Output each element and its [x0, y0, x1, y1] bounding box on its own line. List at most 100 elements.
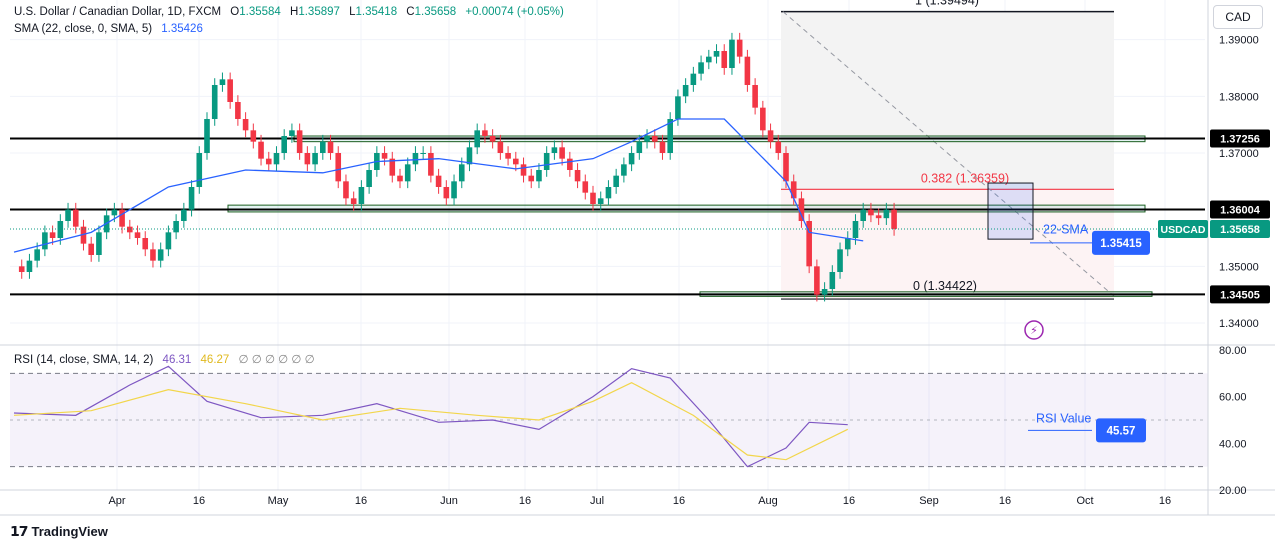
rsi-tick-label: 60.00	[1219, 392, 1247, 404]
candle-body	[111, 209, 118, 216]
candle-body	[34, 249, 40, 261]
fib-zone-lower	[781, 189, 1114, 300]
rsi-band-fill	[10, 373, 1208, 467]
candle-body	[497, 141, 504, 153]
candle-body	[736, 39, 743, 57]
candle-body	[814, 266, 820, 295]
price-tick-label: 1.39000	[1219, 35, 1259, 47]
tradingview-logo-icon: 𝟭𝟳	[10, 523, 29, 539]
candle-body	[868, 209, 874, 216]
level-tag	[1210, 129, 1270, 148]
ohlc-open: O1.35584	[230, 6, 281, 18]
candle-body	[698, 62, 704, 74]
candle-body	[721, 51, 728, 68]
candle-body	[196, 153, 203, 187]
candle-body	[675, 96, 681, 119]
candle-body	[505, 153, 511, 159]
candle-body	[273, 153, 280, 165]
candle-body	[142, 238, 149, 250]
change-value: +0.00074 (+0.05%)	[465, 6, 564, 18]
sma-legend[interactable]: SMA (22, close, 0, SMA, 5) 1.35426	[14, 23, 209, 35]
candle-body	[188, 187, 195, 210]
candle-body	[543, 153, 550, 170]
fib-level-label: 0 (1.34422)	[913, 279, 977, 293]
rsi-legend[interactable]: RSI (14, close, SMA, 14, 2) 46.31 46.27 …	[14, 352, 321, 366]
sma-legend-label: SMA (22, close, 0, SMA, 5)	[14, 23, 153, 35]
candle-body	[891, 209, 897, 229]
rsi-legend-value: 46.31	[162, 354, 192, 366]
candle-body	[651, 136, 658, 142]
candle-body	[26, 260, 33, 272]
ohlc-low: L1.35418	[349, 6, 397, 18]
candle-body	[96, 232, 102, 255]
candle-body	[474, 130, 480, 148]
candle-body	[443, 187, 450, 199]
time-tick-label: 16	[1159, 495, 1171, 507]
fib-level-label: 0.382 (1.36359)	[921, 171, 1009, 185]
open-label: O	[230, 6, 240, 18]
time-tick-label: 16	[193, 495, 205, 507]
candle-body	[690, 73, 697, 85]
candle-body	[536, 170, 542, 182]
candle-body	[706, 56, 712, 63]
candle-body	[567, 158, 573, 170]
low-value: 1.35418	[355, 6, 398, 18]
candle-body	[597, 198, 604, 204]
fib-zone-upper	[781, 11, 1114, 190]
candle-body	[482, 130, 488, 136]
candle-body	[798, 198, 805, 221]
candle-body	[235, 102, 241, 119]
candle-body	[806, 221, 812, 267]
time-tick-label: 16	[519, 495, 531, 507]
candle-body	[837, 249, 843, 272]
candle-body	[296, 130, 303, 153]
candle-body	[343, 181, 349, 199]
candle-body	[435, 175, 442, 187]
candle-body	[844, 238, 851, 250]
close-label: C	[406, 6, 415, 18]
close-value: 1.35658	[414, 6, 457, 18]
candle-body	[134, 232, 141, 238]
time-tick-label: May	[268, 495, 289, 507]
candle-body	[49, 232, 56, 238]
candle-body	[605, 187, 612, 199]
candle-body	[582, 181, 589, 193]
candle-body	[790, 181, 797, 199]
currency-button[interactable]: CAD	[1213, 5, 1263, 29]
candle-body	[127, 226, 133, 233]
rsi-annotation: RSI Value	[1036, 411, 1091, 425]
candle-body	[80, 226, 87, 244]
ohlc-high: H1.35897	[290, 6, 340, 18]
sma-price-label: 1.35415	[1100, 238, 1142, 250]
candle-body	[227, 79, 233, 102]
candle-body	[860, 209, 866, 221]
candle-body	[350, 198, 357, 204]
rsi-pane: RSI Value	[10, 365, 1208, 468]
level-tag-label: 1.34505	[1220, 289, 1260, 301]
time-tick-label: Sep	[919, 495, 939, 507]
time-tick-label: Apr	[108, 495, 125, 507]
symbol-tag	[1158, 220, 1208, 239]
candle-body	[559, 147, 565, 159]
rsi-value-bubble	[1096, 418, 1146, 443]
candle-body	[636, 141, 643, 153]
level-tag	[1210, 200, 1270, 219]
price-tags: 1.37256 1.36004 1.34505 1.35415 USDCAD 1.3565…	[10, 129, 1270, 443]
candle-body	[88, 243, 94, 255]
candle-body	[852, 221, 859, 238]
time-tick-label: Aug	[758, 495, 778, 507]
candle-body	[219, 79, 226, 85]
candle-body	[258, 141, 264, 159]
candle-body	[466, 147, 473, 165]
event-lightning-icon	[1024, 320, 1044, 340]
candle-body	[173, 221, 179, 233]
candle-body	[65, 209, 71, 221]
fib-level-label: 1 (1.39494)	[915, 0, 979, 8]
candle-body	[119, 209, 125, 227]
tradingview-logo[interactable]: 𝟭𝟳 TradingView	[10, 523, 108, 540]
candle-body	[667, 119, 673, 153]
candle-body	[389, 158, 396, 176]
candle-body	[289, 130, 295, 136]
candle-body	[397, 175, 403, 182]
